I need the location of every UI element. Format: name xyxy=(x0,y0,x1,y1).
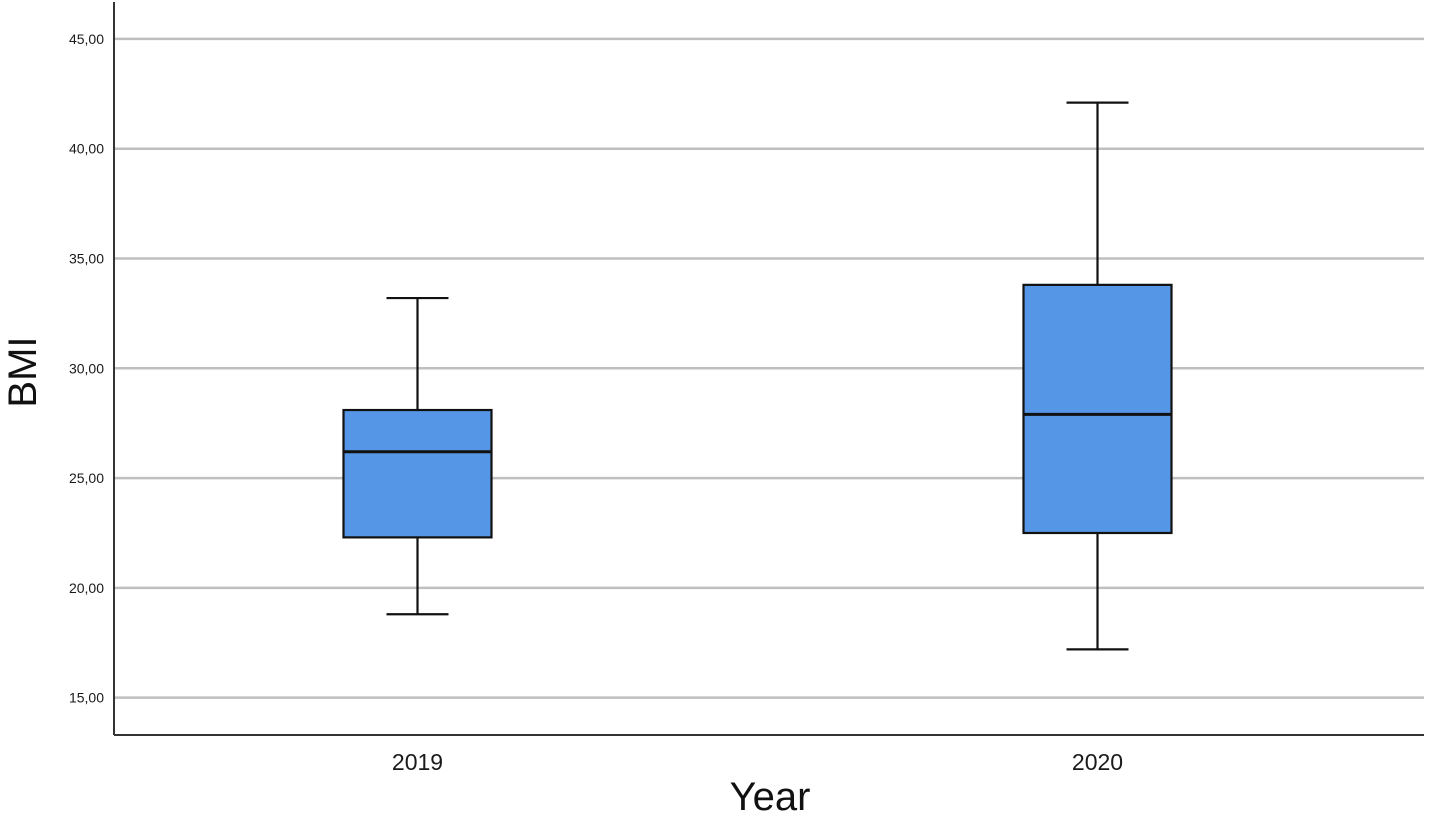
y-tick-labels: 15,00 20,00 25,00 30,00 35,00 40,00 45,00 xyxy=(69,31,104,706)
box-iqr xyxy=(342,408,493,539)
box-iqr xyxy=(1022,283,1173,535)
y-tick-label: 40,00 xyxy=(69,141,104,157)
box-2019 xyxy=(342,296,493,616)
gridlines xyxy=(114,37,1424,699)
y-tick-label: 25,00 xyxy=(69,470,104,486)
x-tick-label: 2020 xyxy=(1072,749,1123,775)
x-tick-label: 2019 xyxy=(392,749,443,775)
x-tick-labels: 2019 2020 xyxy=(392,749,1123,775)
x-axis-title: Year xyxy=(730,775,811,814)
box-series xyxy=(342,101,1173,651)
y-tick-label: 35,00 xyxy=(69,251,104,267)
y-tick-label: 30,00 xyxy=(69,360,104,376)
y-tick-label: 15,00 xyxy=(69,690,104,706)
y-tick-label: 20,00 xyxy=(69,580,104,596)
y-tick-label: 45,00 xyxy=(69,31,104,47)
y-axis-title: BMI xyxy=(1,336,45,407)
box-2020 xyxy=(1022,101,1173,651)
